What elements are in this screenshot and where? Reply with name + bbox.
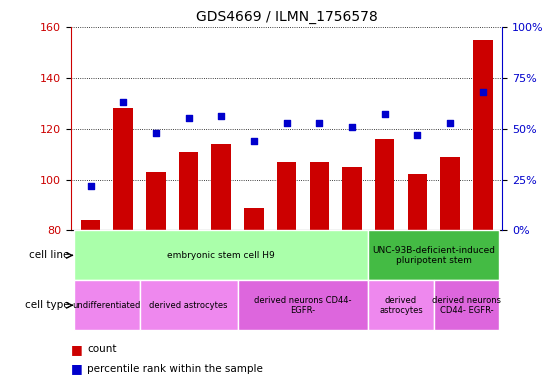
Bar (140, 280, 238, 330)
Bar (440, 157, 460, 230)
Bar (310, 162, 329, 230)
Point (184, 115, 193, 121)
Bar (81, 220, 100, 230)
Point (86, 182, 95, 189)
Point (152, 130, 161, 136)
Point (348, 124, 357, 130)
Bar (211, 144, 231, 230)
Point (381, 111, 389, 118)
Text: derived astrocytes: derived astrocytes (150, 301, 228, 310)
Bar (146, 172, 166, 230)
Point (478, 89, 487, 95)
Text: percentile rank within the sample: percentile rank within the sample (87, 364, 263, 374)
Bar (434, 280, 499, 330)
Point (446, 119, 454, 126)
Bar (277, 162, 296, 230)
Text: cell line: cell line (29, 250, 69, 260)
Bar (407, 174, 427, 230)
Bar (369, 230, 499, 280)
Bar (114, 108, 133, 230)
Text: derived neurons
CD44- EGFR-: derived neurons CD44- EGFR- (432, 296, 501, 315)
Point (119, 99, 128, 105)
Bar (179, 152, 198, 230)
Text: UNC-93B-deficient-induced
pluripotent stem: UNC-93B-deficient-induced pluripotent st… (372, 246, 495, 265)
Point (250, 138, 258, 144)
Bar (342, 167, 362, 230)
Point (282, 119, 291, 126)
Bar (238, 280, 369, 330)
Bar (369, 280, 434, 330)
Bar (74, 280, 140, 330)
Text: embryonic stem cell H9: embryonic stem cell H9 (168, 251, 275, 260)
Bar (375, 139, 394, 230)
Text: cell type: cell type (25, 300, 69, 310)
Text: ■: ■ (71, 362, 83, 375)
Bar (244, 207, 264, 230)
Point (315, 119, 324, 126)
Text: undifferentiated: undifferentiated (73, 301, 141, 310)
Text: derived neurons CD44-
EGFR-: derived neurons CD44- EGFR- (254, 296, 352, 315)
Title: GDS4669 / ILMN_1756578: GDS4669 / ILMN_1756578 (196, 10, 377, 25)
Bar (473, 40, 492, 230)
Point (217, 113, 225, 119)
Text: derived
astrocytes: derived astrocytes (379, 296, 423, 315)
Point (413, 132, 422, 138)
Text: count: count (87, 344, 117, 354)
Bar (74, 230, 369, 280)
Text: ■: ■ (71, 343, 83, 356)
